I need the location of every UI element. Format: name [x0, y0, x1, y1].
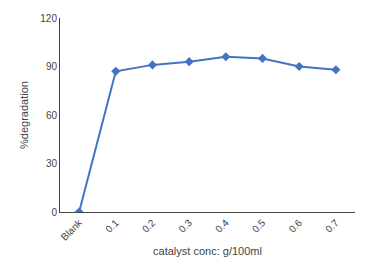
svg-text:0.5: 0.5	[250, 217, 268, 235]
svg-text:0: 0	[51, 207, 57, 218]
svg-text:0.7: 0.7	[323, 217, 341, 235]
svg-text:60: 60	[46, 110, 58, 121]
svg-text:Blank: Blank	[59, 216, 85, 242]
svg-text:120: 120	[40, 13, 57, 24]
svg-text:0.2: 0.2	[140, 217, 158, 235]
svg-text:0.4: 0.4	[213, 217, 231, 235]
svg-text:0.6: 0.6	[287, 217, 305, 235]
svg-text:30: 30	[46, 158, 58, 169]
svg-text:90: 90	[46, 61, 58, 72]
svg-text:%degradation: %degradation	[18, 81, 30, 149]
svg-text:0.3: 0.3	[176, 217, 194, 235]
svg-text:catalyst conc: g/100ml: catalyst conc: g/100ml	[153, 245, 262, 257]
svg-text:0.1: 0.1	[103, 217, 121, 235]
